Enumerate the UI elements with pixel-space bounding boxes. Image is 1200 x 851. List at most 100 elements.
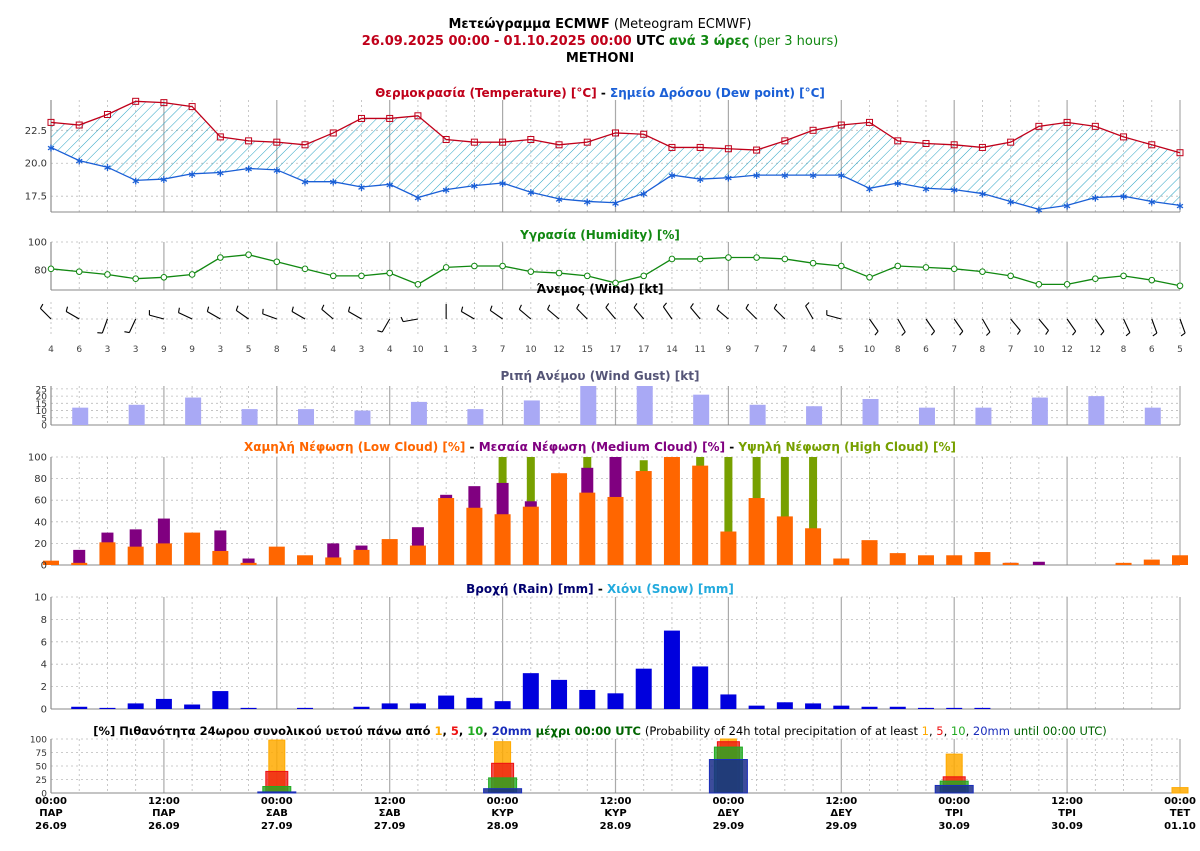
gust-panel-ytick: 5 [41,414,47,424]
cloud-title: Χαμηλή Νέφωση (Low Cloud) [%] - Μεσαία Ν… [244,440,956,454]
humidity-point [75,268,83,275]
low-cloud-bar [579,492,596,565]
high-cloud-bar [724,457,733,565]
low-cloud-bar [1002,562,1019,565]
wind-speed-label: 12 [553,345,564,355]
dewpoint-point: ∗ [470,180,479,193]
low-cloud-bar [184,532,201,565]
wind-barb-tick [65,306,69,312]
x-day-label: ΚΥΡ [491,808,513,819]
temperature-point [1063,118,1071,126]
wind-speed-label: 10 [1033,345,1045,355]
temperature-point [1007,138,1015,146]
humidity-point [329,272,337,280]
probability-bar [1171,787,1189,794]
wind-barb [178,312,193,320]
low-cloud-bar [917,555,934,565]
temperature-point [1176,149,1184,157]
gust-title: Ριπή Ανέμου (Wind Gust) [kt] [501,369,700,383]
humidity-point [612,279,619,287]
temperature-point [781,137,789,145]
wind-barb [897,318,906,333]
temperature-point [470,138,478,146]
dewpoint-point: ∗ [103,161,112,174]
cloud-panel-ytick: 100 [28,453,47,464]
humidity-point [217,254,224,261]
temperature-point [160,99,168,107]
dewpoint-point: ∗ [724,172,733,185]
low-cloud-bar [861,540,878,565]
low-cloud-bar [43,560,59,565]
rain-bar [776,702,793,709]
rain-bar [240,707,257,709]
temperature-title: Θερμοκρασία (Temperature) [°C] - Σημείο … [375,86,825,100]
wind-barb [381,318,391,333]
period-dash: - [494,34,500,49]
probability-bar [708,759,748,794]
temperature-panel-ytick: 22.5 [25,126,47,137]
rain-bar [155,698,172,709]
probability-bar [257,791,297,794]
rain-bar [494,701,511,709]
cloud-panel-ytick: 0 [41,561,47,572]
wind-barb-tick [986,331,991,336]
temperature-point [809,126,817,134]
temperature-point [442,136,450,144]
wind-speed-label: 9 [189,345,195,355]
wind-speed-label: 9 [161,345,167,355]
wind-speed-label: 14 [666,345,678,355]
rain-bar [438,695,455,709]
wind-speed-label: 10 [864,345,876,355]
wind-barb [40,308,52,320]
dewpoint-point: ∗ [752,169,761,182]
humidity-point [104,271,111,278]
gust-bar [523,400,540,425]
gust-bar [241,409,258,425]
cloud-panel-ytick: 80 [34,474,47,485]
wind-barb [489,309,503,320]
title-english: (Meteogram ECMWF) [613,17,752,32]
wind-barb [262,313,277,320]
x-date-label: 28.09 [600,821,632,832]
dewpoint-point: ∗ [639,188,648,201]
rain-panel-ytick: 6 [41,637,47,648]
x-day-label: ΣΑΒ [379,808,401,819]
wind-barb-tick [347,306,351,312]
x-time-label: 12:00 [600,796,632,807]
x-time-label: 00:00 [261,796,293,807]
humidity-point [894,262,902,270]
rain-bar [974,707,991,709]
humidity-point [922,264,930,271]
temperature-point [555,141,563,149]
temperature-panel-ytick: 17.5 [25,192,47,203]
wind-barb [547,308,560,320]
wind-barb [869,318,879,332]
low-cloud-bar [127,546,144,565]
wind-speed-label: 3 [359,345,365,355]
dewpoint-point: ∗ [808,169,817,182]
dewpoint-point: ∗ [159,173,168,186]
low-cloud-bar [353,549,370,565]
cloud-panel-ytick: 40 [34,517,47,528]
rain-bar [353,706,370,709]
temperature-point [894,137,902,145]
temperature-line [50,100,1181,154]
humidity-point [1120,272,1127,280]
wind-barb [321,308,334,320]
probability-panel-ytick: 0 [41,790,47,800]
wind-barb [716,308,729,320]
wind-speed-label: 5 [838,345,844,355]
low-cloud-bar [466,507,483,565]
wind-speed-label: 8 [980,345,986,355]
humidity-point [386,269,394,277]
x-time-label: 00:00 [1164,796,1196,807]
rain-panel-ytick: 10 [34,593,47,604]
dewpoint-point: ∗ [1119,190,1128,203]
humidity-point [950,265,958,273]
wind-speed-label: 3 [472,345,478,355]
dewpoint-point: ∗ [498,177,507,190]
temperature-point [132,97,140,105]
rain-bar [663,630,680,709]
gust-panel-ytick: 20 [36,393,48,403]
wind-barb [1123,318,1131,333]
